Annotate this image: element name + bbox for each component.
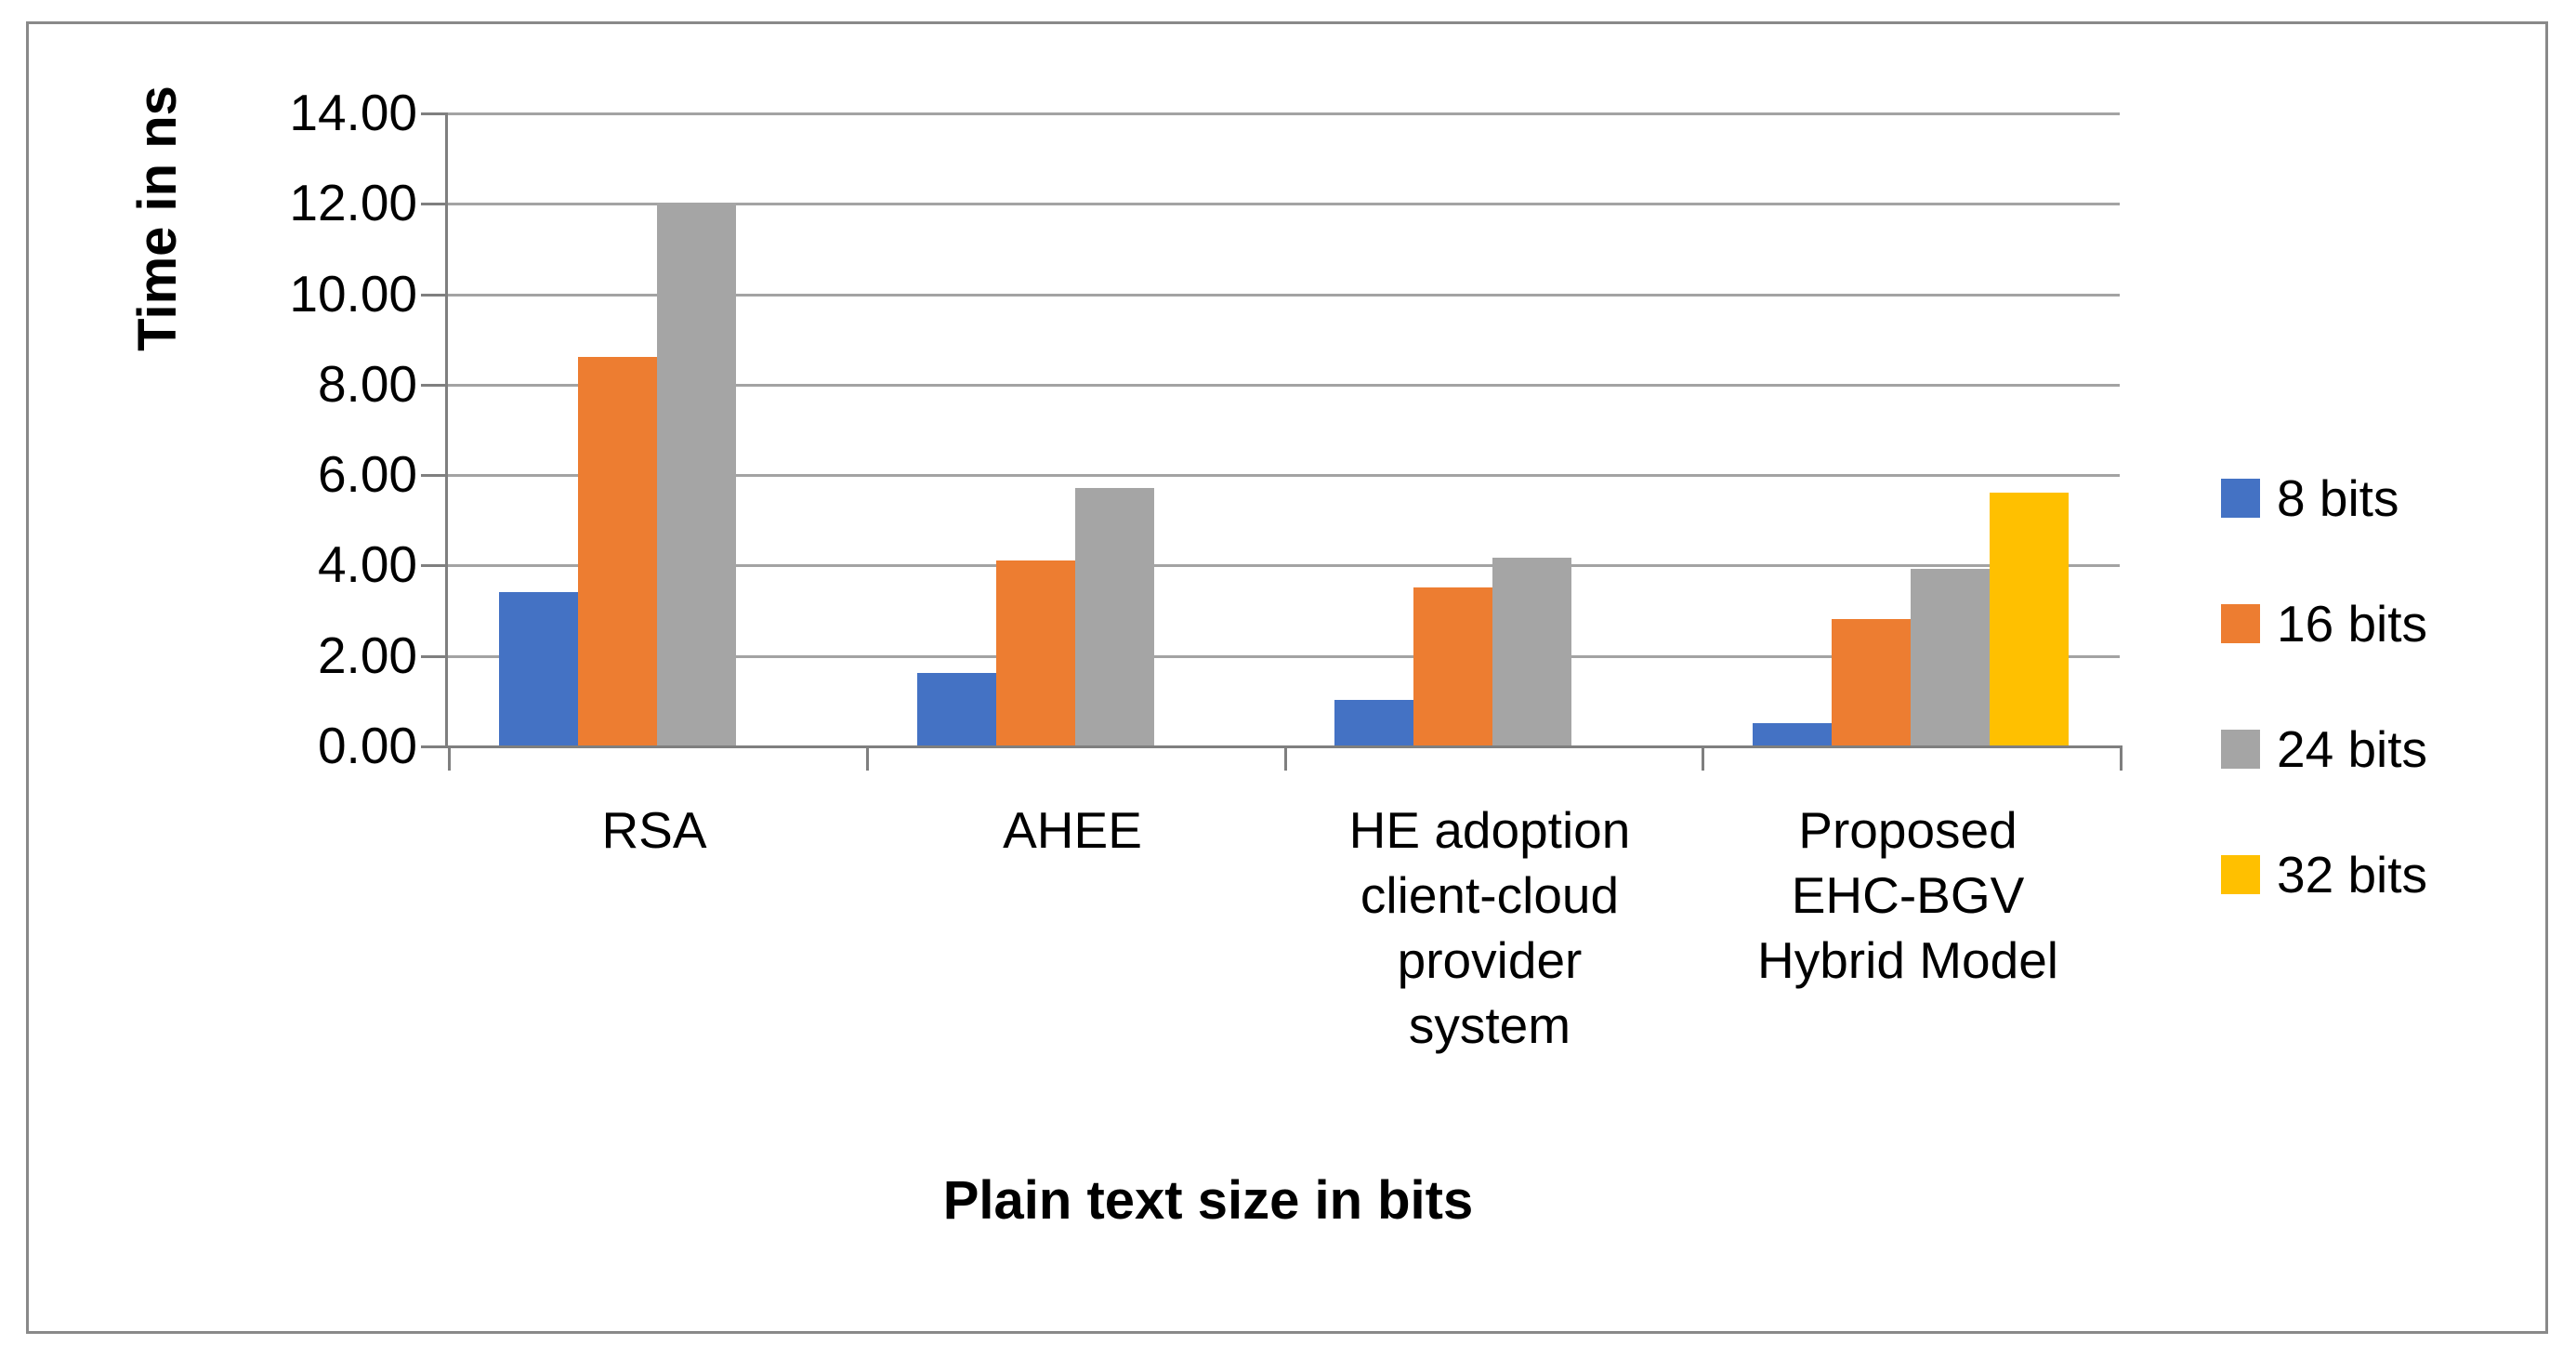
x-axis-tick [448,745,451,771]
plot-area [421,112,2123,771]
bar-proposed-24bits [1911,569,1990,745]
y-tick-label-4.00: 4.00 [317,535,417,594]
bar-rsa-24bits [657,203,736,745]
legend-swatch-8-bits [2221,479,2260,518]
x-axis-tick [866,745,869,771]
figure-border [26,21,2548,1334]
gridline-y-6 [448,474,2120,478]
y-tick-label-6.00: 6.00 [317,445,417,504]
bar-he-16bits [1413,587,1492,745]
legend-item-24-bits: 24 bits [2221,721,2427,777]
category-label-0: RSA [601,801,707,859]
legend-item-16-bits: 16 bits [2221,596,2427,652]
gridline-y-4 [448,564,2120,568]
legend-swatch-32-bits [2221,855,2260,894]
gridline-y-2 [448,654,2120,658]
y-axis-tick [421,654,445,658]
legend-label: 8 bits [2277,469,2399,527]
bar-rsa-8bits [499,592,578,745]
bar-ahee-16bits [996,560,1075,745]
legend-item-32-bits: 32 bits [2221,847,2427,903]
bar-ahee-24bits [1075,488,1154,745]
legend-label: 32 bits [2277,846,2428,903]
bar-ahee-8bits [917,673,996,745]
y-axis-tick [421,745,445,748]
y-tick-label-10.00: 10.00 [289,264,417,323]
bar-proposed-32bits [1990,493,2069,745]
x-axis-tick [1284,745,1287,771]
legend-item-8-bits: 8 bits [2221,470,2399,526]
bar-rsa-16bits [578,357,657,745]
bar-proposed-8bits [1753,723,1832,745]
legend-label: 24 bits [2277,720,2428,778]
y-axis-tick [421,383,445,387]
y-axis-title: Time in ns [127,86,188,351]
bar-he-8bits [1334,700,1413,745]
y-tick-label-0.00: 0.00 [317,717,417,774]
legend-label: 16 bits [2277,595,2428,653]
y-tick-label-2.00: 2.00 [317,626,417,684]
gridline-y-14 [448,112,2120,115]
y-tick-label-12.00: 12.00 [289,174,417,232]
y-tick-label-14.00: 14.00 [289,84,417,141]
bar-he-24bits [1492,558,1571,745]
gridline-y-10 [448,293,2120,297]
gridline-y-12 [448,203,2120,206]
category-label-3: Proposed EHC-BGV Hybrid Model [1756,801,2058,989]
category-label-2: HE adoption client-cloud provider system [1348,801,1631,1054]
y-axis-tick [421,474,445,478]
legend-swatch-24-bits [2221,730,2260,769]
y-axis-tick [421,203,445,206]
category-label-1: AHEE [1003,801,1142,859]
x-axis-title: Plain text size in bits [942,1170,1474,1231]
bar-proposed-16bits [1832,619,1911,745]
y-axis-tick [421,564,445,568]
legend-swatch-16-bits [2221,604,2260,643]
y-axis-tick [421,112,445,115]
y-tick-label-8.00: 8.00 [317,354,417,413]
gridline-y-8 [448,383,2120,387]
y-axis-tick [421,293,445,297]
x-axis-tick [1702,745,1704,771]
x-axis-tick [2120,745,2123,771]
